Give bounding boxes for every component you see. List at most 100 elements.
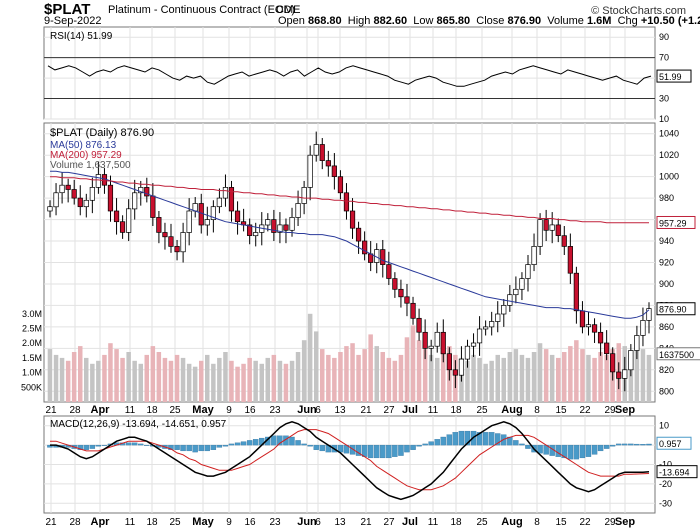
volume-bar	[277, 360, 283, 402]
volume-bar	[180, 357, 186, 402]
close-last-box	[656, 302, 696, 316]
volume-bar	[168, 360, 174, 402]
candle-body	[362, 240, 368, 255]
candle-body	[398, 288, 404, 298]
candle-body	[434, 331, 440, 347]
volume-bar	[126, 352, 131, 402]
x-tick-label: May	[192, 404, 214, 416]
volume-bar	[259, 363, 264, 402]
candle-body	[525, 264, 531, 279]
candle-body	[319, 144, 325, 161]
macd-histogram-bar	[628, 443, 634, 446]
chg-value: +10.50 (+1.21%)	[640, 15, 700, 27]
candle-body	[283, 224, 289, 231]
x-tick-label: Sep	[615, 516, 635, 528]
macd-histogram-bar	[252, 439, 259, 446]
volume-bar	[549, 354, 555, 402]
candle-body	[591, 324, 598, 333]
volume-bar	[543, 349, 549, 402]
x-tick-label: 11	[125, 405, 136, 416]
volume-bar	[356, 354, 361, 402]
candle-body	[95, 174, 101, 188]
volume-bar	[301, 340, 307, 402]
candle-body	[289, 217, 295, 231]
macd-histogram-bar	[361, 444, 368, 457]
macd-histogram-bar	[555, 444, 561, 457]
volume-bar	[483, 363, 488, 402]
candle-body	[53, 192, 59, 208]
candle-body	[355, 227, 362, 242]
volume-bar	[634, 340, 640, 402]
candle-body	[265, 219, 271, 226]
candle-body	[331, 165, 337, 177]
volume-tick-label: 2.5M	[22, 323, 42, 333]
macd-signal-line	[50, 429, 650, 491]
candle-body	[452, 369, 458, 376]
macd-histogram-bar	[83, 444, 89, 450]
macd-histogram-bar	[386, 444, 392, 459]
macd-histogram-bar	[246, 440, 253, 446]
candle-body	[501, 305, 507, 315]
volume-bar	[392, 360, 398, 402]
volume-bar	[404, 337, 410, 402]
x-tick-label: 25	[476, 517, 488, 528]
rsi-tick-label: 10	[659, 114, 669, 124]
x-tick-label: 27	[383, 517, 395, 528]
candle-body	[186, 210, 192, 233]
volume-bar	[138, 363, 143, 402]
candle-body	[168, 236, 174, 247]
x-tick-label: 6	[315, 405, 321, 416]
x-tick-label: 11	[428, 405, 439, 416]
volume-bar	[501, 357, 506, 402]
candle-body	[640, 320, 646, 336]
macd-histogram-bar	[168, 444, 174, 450]
macd-histogram-bar	[567, 444, 574, 460]
rsi-legend: RSI(14) 51.99	[50, 31, 113, 42]
candle-body	[537, 219, 543, 247]
price-tick-label: 900	[659, 279, 674, 289]
x-tick-label: 22	[579, 517, 591, 528]
candle-body	[65, 184, 71, 190]
macd-histogram-bar	[216, 444, 223, 448]
macd-last-value: -13.694	[659, 468, 690, 478]
candle-body	[428, 345, 434, 349]
candle-body	[585, 324, 592, 328]
high-label: High	[347, 15, 371, 27]
volume-bar	[332, 357, 337, 402]
macd-histogram-bar	[89, 444, 96, 449]
x-tick-label: 15	[555, 405, 567, 416]
x-tick-label: 25	[476, 405, 488, 416]
volume-bar	[59, 357, 65, 402]
ma200-legend: MA(200) 957.29	[50, 150, 122, 161]
macd-histogram-bar	[416, 444, 422, 447]
x-tick-label: 13	[334, 405, 346, 416]
volume-bar	[71, 352, 77, 402]
macd-histogram-bar	[622, 443, 628, 446]
macd-histogram-bar	[464, 430, 471, 446]
macd-histogram-bar	[180, 444, 186, 452]
rsi-tick-label: 90	[659, 32, 669, 42]
volume-bar	[326, 354, 331, 402]
candle-body	[210, 206, 216, 220]
macd-histogram-bar	[422, 443, 428, 446]
candle-body	[59, 184, 65, 194]
macd-histogram-bar	[101, 444, 108, 446]
macd-histogram-bar	[380, 444, 386, 459]
volume-legend: Volume 1,637,500	[50, 160, 131, 171]
copyright[interactable]: © StockCharts.com	[591, 5, 686, 17]
x-tick-label: 22	[579, 405, 591, 416]
x-tick-label: 8	[534, 405, 540, 416]
macd-histogram-bar	[301, 443, 307, 446]
x-tick-label: Apr	[91, 516, 111, 528]
macd-histogram-bar	[392, 444, 398, 457]
volume-bar	[199, 360, 204, 402]
macd-histogram-bar	[410, 444, 416, 450]
x-tick-label: 21	[45, 517, 57, 528]
candle-body	[343, 192, 350, 212]
macd-histogram-bar	[513, 440, 519, 446]
ma200-last-value: 957.29	[659, 218, 687, 228]
candle-body	[392, 278, 398, 290]
macd-histogram-bar	[591, 444, 598, 455]
x-tick-label: Jul	[402, 404, 418, 416]
x-tick-label: Apr	[91, 404, 111, 416]
